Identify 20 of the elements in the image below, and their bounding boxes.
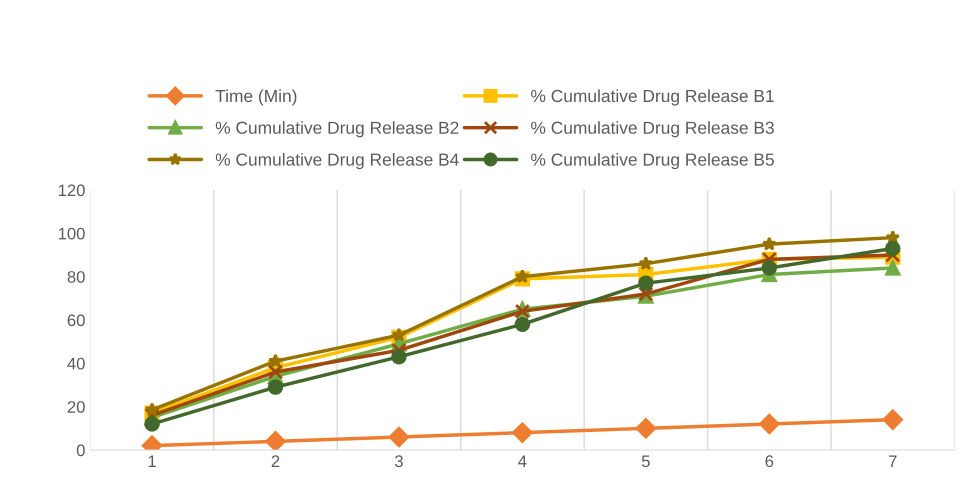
x-tick-label: 4 bbox=[518, 455, 527, 467]
x-tick-label: 7 bbox=[888, 455, 897, 467]
x-tick-label: 1 bbox=[148, 455, 156, 467]
y-tick-label: 100 bbox=[58, 228, 85, 240]
legend-label: % Cumulative Drug Release B1 bbox=[531, 89, 774, 106]
y-tick-label: 80 bbox=[68, 271, 85, 283]
legend-label: % Cumulative Drug Release B4 bbox=[216, 152, 459, 170]
x-tick-label: 5 bbox=[642, 455, 650, 468]
y-tick-label: 60 bbox=[68, 314, 85, 326]
legend-label: % Cumulative Drug Release B2 bbox=[216, 121, 458, 138]
y-tick-label: 120 bbox=[58, 184, 85, 196]
x-tick-label: 3 bbox=[394, 455, 403, 468]
y-tick-label: 0 bbox=[76, 444, 85, 456]
y-tick-label: 40 bbox=[67, 358, 85, 370]
legend-label: % Cumulative Drug Release B5 bbox=[531, 152, 774, 170]
legend-label: Time (Min) bbox=[216, 89, 296, 106]
y-tick-label: 20 bbox=[68, 401, 85, 413]
legend-label: % Cumulative Drug Release B3 bbox=[531, 121, 774, 138]
x-tick-label: 6 bbox=[766, 455, 774, 468]
x-tick-label: 2 bbox=[272, 455, 280, 467]
